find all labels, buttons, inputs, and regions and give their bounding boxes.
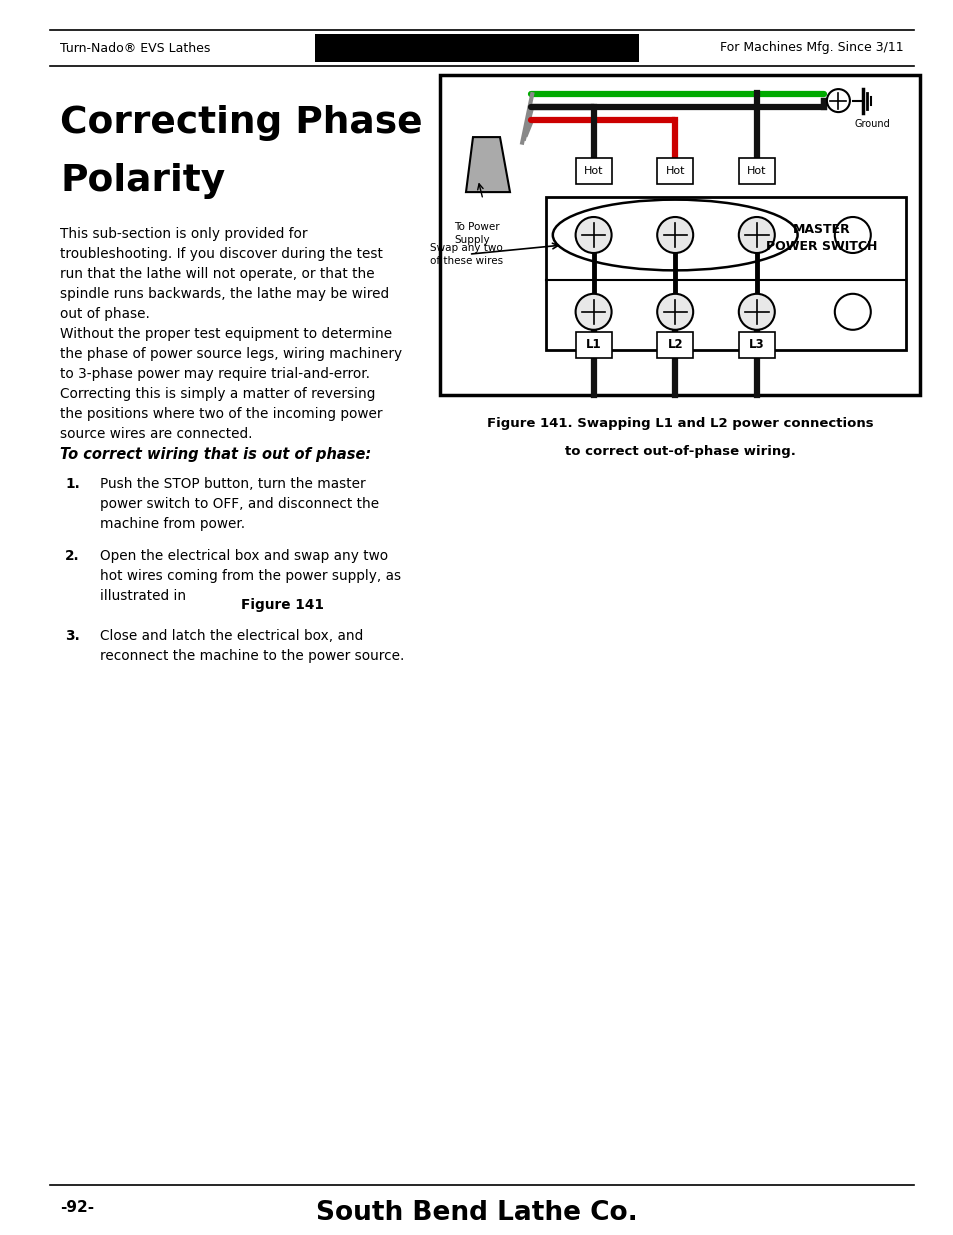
Text: Hot: Hot <box>583 165 602 177</box>
Circle shape <box>738 217 774 253</box>
Text: To Power
Supply: To Power Supply <box>454 222 499 246</box>
Text: -92-: -92- <box>60 1200 94 1215</box>
Text: To correct wiring that is out of phase:: To correct wiring that is out of phase: <box>60 447 371 462</box>
Text: 3.: 3. <box>65 629 80 643</box>
Text: Ground: Ground <box>854 119 890 128</box>
Text: Figure 141. Swapping L1 and L2 power connections: Figure 141. Swapping L1 and L2 power con… <box>486 417 872 430</box>
Text: Turn-Nado® EVS Lathes: Turn-Nado® EVS Lathes <box>60 42 211 54</box>
Bar <box>545 196 904 351</box>
FancyBboxPatch shape <box>657 158 693 184</box>
Circle shape <box>826 89 849 112</box>
Circle shape <box>834 217 870 253</box>
Text: Hot: Hot <box>746 165 766 177</box>
FancyBboxPatch shape <box>657 332 693 358</box>
Text: Without the proper test equipment to determine
the phase of power source legs, w: Without the proper test equipment to det… <box>60 327 402 441</box>
Text: .: . <box>316 598 321 613</box>
Text: Push the STOP button, turn the master
power switch to OFF, and disconnect the
ma: Push the STOP button, turn the master po… <box>100 477 378 531</box>
Circle shape <box>575 217 611 253</box>
Text: MASTER: MASTER <box>792 224 849 236</box>
Bar <box>439 75 919 395</box>
Circle shape <box>657 217 693 253</box>
Text: 2.: 2. <box>65 550 79 563</box>
Circle shape <box>575 294 611 330</box>
Text: South Bend Lathe Co.: South Bend Lathe Co. <box>315 1200 638 1226</box>
Text: Swap any two
of these wires: Swap any two of these wires <box>430 242 503 266</box>
Circle shape <box>834 294 870 330</box>
Text: L3: L3 <box>748 338 763 351</box>
Polygon shape <box>465 137 510 193</box>
Text: ELECTRICAL: ELECTRICAL <box>426 41 527 56</box>
Circle shape <box>657 294 693 330</box>
Text: Hot: Hot <box>665 165 684 177</box>
FancyBboxPatch shape <box>575 332 611 358</box>
Text: L1: L1 <box>585 338 600 351</box>
Text: Open the electrical box and swap any two
hot wires coming from the power supply,: Open the electrical box and swap any two… <box>100 550 400 603</box>
Text: POWER SWITCH: POWER SWITCH <box>765 241 877 253</box>
Bar <box>314 35 639 62</box>
Text: to correct out-of-phase wiring.: to correct out-of-phase wiring. <box>564 445 795 458</box>
Text: Close and latch the electrical box, and
reconnect the machine to the power sourc: Close and latch the electrical box, and … <box>100 629 404 663</box>
Text: 1.: 1. <box>65 477 80 492</box>
FancyBboxPatch shape <box>575 158 611 184</box>
Text: For Machines Mfg. Since 3/11: For Machines Mfg. Since 3/11 <box>720 42 903 54</box>
Text: Correcting Phase: Correcting Phase <box>60 105 422 141</box>
Text: Polarity: Polarity <box>60 163 225 199</box>
Text: This sub-section is only provided for
troubleshooting. If you discover during th: This sub-section is only provided for tr… <box>60 227 389 321</box>
FancyBboxPatch shape <box>738 158 774 184</box>
FancyBboxPatch shape <box>738 332 774 358</box>
Text: Figure 141: Figure 141 <box>241 598 324 613</box>
Text: L2: L2 <box>667 338 682 351</box>
Circle shape <box>738 294 774 330</box>
